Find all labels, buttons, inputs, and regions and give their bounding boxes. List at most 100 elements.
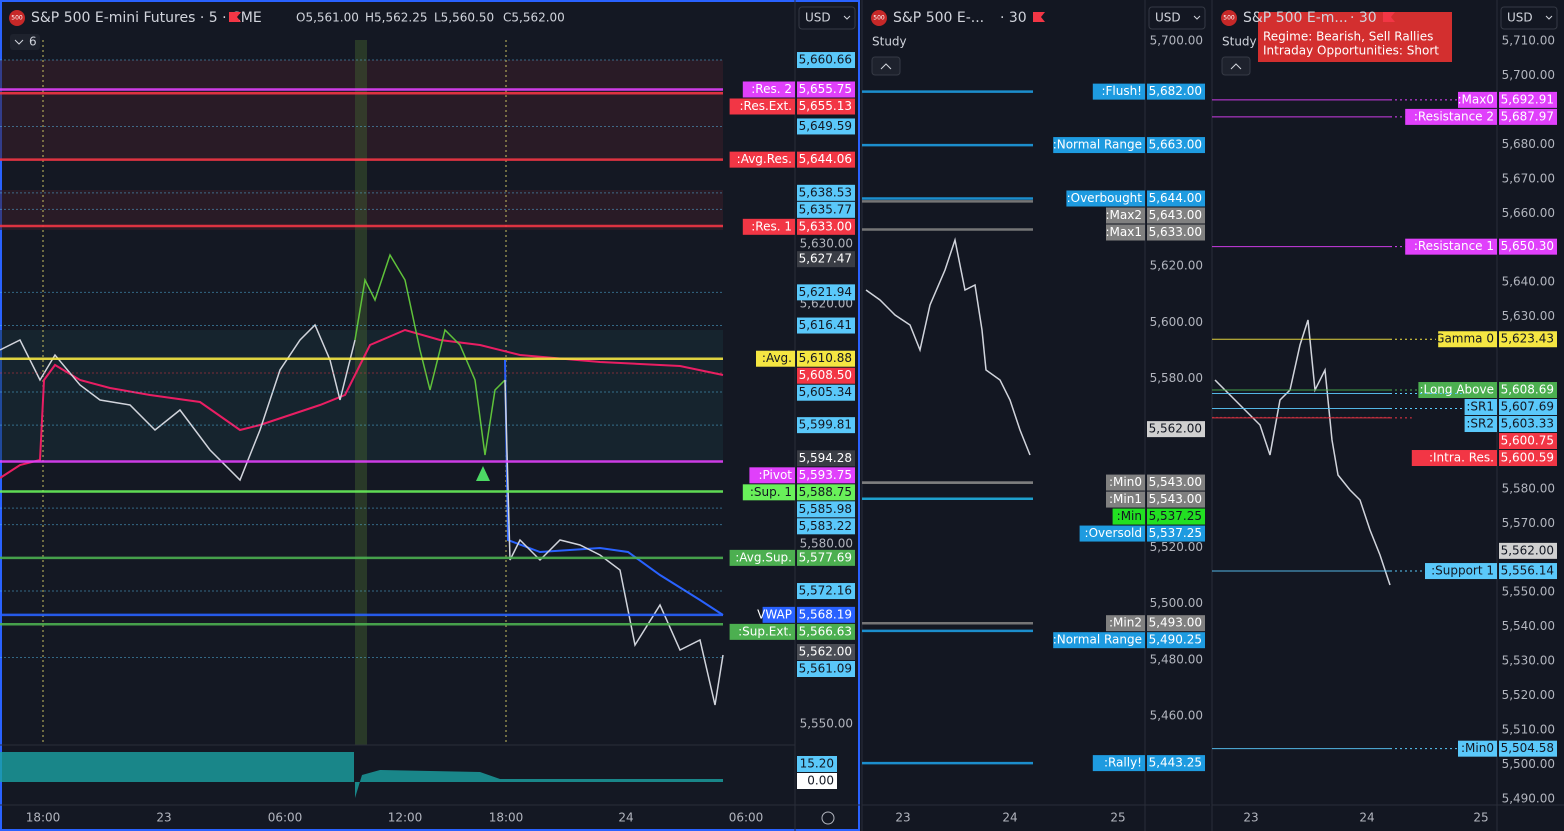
currency-select[interactable] [1500, 6, 1558, 30]
price-label-box [1147, 474, 1205, 491]
price-label: 5,621.94 [799, 285, 852, 299]
level-name: :Res. 1 [751, 219, 792, 233]
level-name-box [742, 484, 795, 501]
level-name-box [1106, 491, 1145, 508]
level-name: :Min2 [1109, 616, 1142, 630]
level-name-box [756, 350, 795, 367]
level-name: :SR1 [1466, 400, 1494, 414]
currency-select[interactable] [798, 6, 856, 30]
price-label: 5,635.77 [799, 202, 852, 216]
level-name: VWAP [757, 607, 792, 621]
time-label: 18:00 [489, 811, 524, 825]
price-label: 5,608.50 [799, 368, 852, 382]
level-name-box [1438, 331, 1497, 348]
price-label: 5,562.00 [799, 645, 852, 659]
price-label-box [1147, 421, 1205, 438]
price-tick-label: 5,700.00 [1502, 68, 1555, 82]
indicator-toggle[interactable] [10, 34, 40, 50]
flag-icon [228, 12, 241, 22]
currency-label: USD [1507, 11, 1533, 25]
level-name-box [1464, 416, 1497, 433]
price-label-box [797, 583, 855, 600]
price-label-box [1499, 416, 1557, 433]
level-name: :Max1 [1106, 225, 1143, 239]
price-label-box [797, 151, 855, 168]
price-tick-label: 5,530.00 [1502, 654, 1555, 668]
price-label: 5,638.53 [799, 185, 852, 199]
level-name: :Resistance 2 [1414, 109, 1494, 123]
level-name-box [1106, 224, 1145, 241]
ohlc-value: O5,561.00 [296, 11, 359, 25]
price-label-box [1499, 238, 1557, 255]
price-label-box [1147, 508, 1205, 525]
price-label-box [797, 52, 855, 69]
price-label: 5,562.00 [1149, 422, 1202, 436]
regime-text: Regime: Bearish, Sell Rallies [1263, 30, 1433, 44]
time-label: 23 [156, 811, 171, 825]
level-name-box [729, 549, 795, 566]
level-name: :Avg.Sup. [735, 550, 792, 564]
chevron-icon [880, 63, 892, 70]
level-name: :Max0 [1458, 92, 1495, 106]
price-label-box [797, 549, 855, 566]
settings-icon[interactable] [821, 811, 835, 825]
currency-label: USD [1155, 11, 1181, 25]
price-label: 5,493.00 [1149, 616, 1202, 630]
interval: · 30 [1000, 10, 1027, 26]
volume-label: 15.20 [800, 757, 834, 771]
symbol-icon-label: 500 [1223, 15, 1235, 22]
currency-label: USD [805, 11, 831, 25]
price-label: 5,607.69 [1501, 400, 1554, 414]
volume-label: 0.00 [807, 774, 834, 788]
collapse-button[interactable] [1221, 56, 1251, 76]
currency-select[interactable] [1148, 6, 1206, 30]
price-label-box [1499, 450, 1557, 467]
time-label: 23 [895, 811, 910, 825]
price-label: 5,490.25 [1149, 633, 1202, 647]
symbol-title: S&P 500 E-mini Futures · 5 · CME [31, 10, 262, 26]
time-label: 23 [1243, 811, 1258, 825]
time-label: 24 [1359, 811, 1374, 825]
price-label-box [1499, 563, 1557, 580]
level-name-box [1425, 563, 1497, 580]
regime-text: Intraday Opportunities: Short [1263, 44, 1439, 58]
price-label: 5,603.33 [1501, 417, 1554, 431]
time-label: 12:00 [388, 811, 423, 825]
time-label: 24 [618, 811, 633, 825]
price-label-box [797, 184, 855, 201]
price-tick-label: 5,490.00 [1502, 791, 1555, 805]
price-label-box [797, 317, 855, 334]
price-label-box [797, 218, 855, 235]
price-label: 5,443.25 [1149, 756, 1202, 770]
price-label: 5,644.06 [799, 152, 852, 166]
price-tick-label: 5,620.00 [1150, 259, 1203, 273]
price-label: 5,692.91 [1501, 92, 1554, 106]
level-name: :Min0 [1461, 741, 1494, 755]
price-label-box [1499, 740, 1557, 757]
price-label: 5,682.00 [1149, 84, 1202, 98]
level-name: :Normal Range [1053, 138, 1142, 152]
volume-block [0, 752, 354, 782]
level-name: :Long Above [1419, 383, 1494, 397]
level-name-box [742, 81, 795, 98]
price-label-box [797, 623, 855, 640]
price-label: 5,543.00 [1149, 475, 1202, 489]
price-label: 5,566.63 [799, 624, 852, 638]
chevron-icon [1193, 15, 1201, 20]
symbol-icon-label: 500 [11, 15, 23, 22]
price-label-box [797, 644, 855, 660]
level-name-box [1092, 83, 1145, 100]
price-tick-label: 5,500.00 [1502, 757, 1555, 771]
price-label-box [797, 350, 855, 367]
price-label-box [1499, 91, 1557, 108]
collapse-button[interactable] [871, 56, 901, 76]
time-label: 25 [1473, 811, 1488, 825]
price-tick-label: 5,660.00 [1502, 206, 1555, 220]
level-name: :Resistance 1 [1414, 239, 1494, 253]
price-label: 5,594.28 [799, 451, 852, 465]
price-tick-label: 5,580.00 [1150, 371, 1203, 385]
price-label-box [1147, 491, 1205, 508]
price-label: 5,644.00 [1149, 191, 1202, 205]
